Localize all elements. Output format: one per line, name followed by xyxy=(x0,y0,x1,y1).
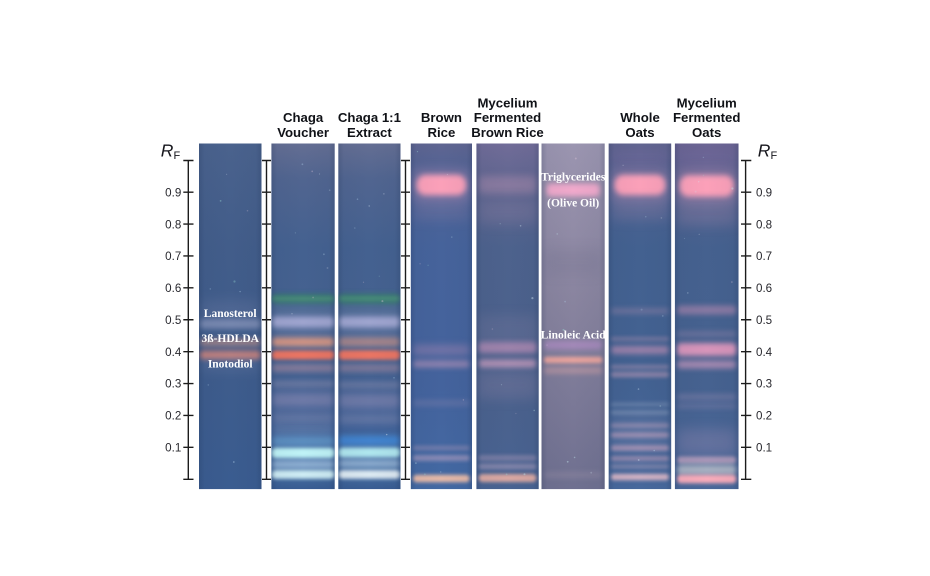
svg-text:Inotodiol: Inotodiol xyxy=(208,359,253,371)
svg-text:3ß-HDLDA: 3ß-HDLDA xyxy=(201,333,259,345)
svg-text:0.8: 0.8 xyxy=(165,218,181,231)
svg-text:0.9: 0.9 xyxy=(165,186,181,199)
svg-text:Mycelium: Mycelium xyxy=(677,95,737,110)
svg-text:Fermented: Fermented xyxy=(673,110,740,125)
svg-text:0.6: 0.6 xyxy=(756,282,772,295)
svg-text:0.9: 0.9 xyxy=(756,186,772,199)
svg-text:0.5: 0.5 xyxy=(756,314,772,327)
svg-text:0.4: 0.4 xyxy=(165,346,182,359)
svg-text:Triglycerides: Triglycerides xyxy=(541,171,606,183)
svg-text:0.5: 0.5 xyxy=(165,314,181,327)
svg-text:0.2: 0.2 xyxy=(756,410,772,423)
svg-text:Oats: Oats xyxy=(625,125,654,140)
svg-text:Brown: Brown xyxy=(421,110,462,125)
svg-text:0.7: 0.7 xyxy=(165,250,181,263)
svg-text:0.1: 0.1 xyxy=(165,442,181,455)
svg-text:Oats: Oats xyxy=(692,125,721,140)
svg-text:0.3: 0.3 xyxy=(756,378,772,391)
svg-text:0.7: 0.7 xyxy=(756,250,772,263)
svg-text:0.4: 0.4 xyxy=(756,346,773,359)
svg-text:Chaga 1:1: Chaga 1:1 xyxy=(338,110,401,125)
svg-text:(Olive Oil): (Olive Oil) xyxy=(547,197,599,209)
svg-text:Fermented: Fermented xyxy=(474,110,541,125)
svg-text:Linoleic Acid: Linoleic Acid xyxy=(541,329,606,341)
svg-text:0.6: 0.6 xyxy=(165,282,181,295)
svg-text:Voucher: Voucher xyxy=(277,125,329,140)
svg-text:0.8: 0.8 xyxy=(756,218,772,231)
svg-text:0.1: 0.1 xyxy=(756,442,772,455)
svg-text:Lanosterol: Lanosterol xyxy=(204,308,257,320)
svg-text:Chaga: Chaga xyxy=(283,110,324,125)
svg-text:Rice: Rice xyxy=(427,125,455,140)
svg-text:0.2: 0.2 xyxy=(165,410,181,423)
svg-text:Mycelium: Mycelium xyxy=(477,95,537,110)
svg-text:0.3: 0.3 xyxy=(165,378,181,391)
svg-text:Whole: Whole xyxy=(620,110,660,125)
svg-text:Extract: Extract xyxy=(347,125,392,140)
svg-text:Brown Rice: Brown Rice xyxy=(471,125,544,140)
